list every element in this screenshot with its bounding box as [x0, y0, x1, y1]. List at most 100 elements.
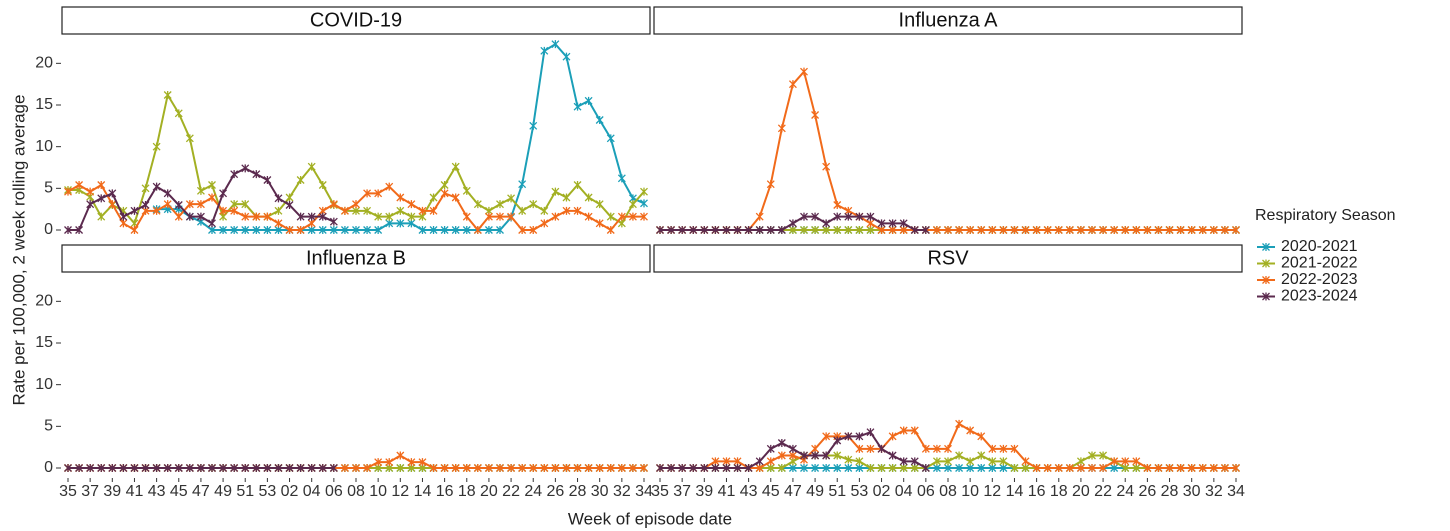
point-marker [540, 219, 549, 228]
point-marker [473, 200, 482, 209]
point-marker [451, 193, 460, 202]
point-marker [130, 464, 139, 472]
point-marker [755, 212, 764, 221]
x-tick-label: 22 [502, 483, 520, 500]
point-marker [263, 226, 272, 234]
point-marker [429, 464, 438, 472]
point-marker [640, 212, 648, 221]
point-marker [1099, 451, 1108, 460]
point-marker [595, 116, 604, 124]
y-tick-label: 5 [44, 418, 53, 435]
x-tick-label: 18 [458, 483, 476, 500]
legend-marker [1262, 276, 1270, 284]
point-marker [363, 206, 372, 215]
point-marker [451, 464, 460, 472]
point-marker [722, 457, 731, 466]
point-marker [899, 457, 908, 466]
point-marker [274, 206, 283, 215]
point-marker [811, 226, 820, 234]
point-marker [678, 226, 687, 234]
point-marker [640, 187, 648, 196]
point-marker [1220, 226, 1229, 234]
point-marker [1010, 444, 1019, 453]
point-marker [429, 193, 438, 202]
point-marker [966, 226, 975, 234]
legend-label: 2022-2023 [1281, 271, 1358, 288]
point-marker [1032, 226, 1041, 234]
point-marker [374, 212, 383, 221]
point-marker [844, 226, 853, 234]
point-marker [844, 432, 853, 441]
x-tick-label: 28 [1161, 483, 1179, 500]
point-marker [329, 217, 338, 226]
point-marker [1132, 226, 1141, 234]
x-tick-label: 14 [1006, 483, 1024, 500]
point-marker [562, 464, 571, 472]
point-marker [788, 80, 797, 89]
point-marker [551, 187, 560, 196]
point-marker [955, 464, 964, 472]
point-marker [606, 464, 615, 472]
x-tick-label: 02 [281, 483, 299, 500]
point-marker [606, 212, 615, 221]
x-tick-label: 32 [613, 483, 631, 500]
point-marker [119, 464, 128, 472]
point-marker [274, 219, 283, 228]
legend-title: Respiratory Season [1255, 207, 1396, 224]
point-marker [185, 464, 194, 472]
point-marker [451, 162, 460, 171]
point-marker [744, 226, 753, 234]
point-marker [866, 464, 875, 472]
point-marker [932, 444, 941, 453]
point-marker [451, 226, 460, 234]
x-tick-label: 16 [436, 483, 454, 500]
point-marker [108, 464, 117, 472]
point-marker [733, 457, 742, 466]
point-marker [141, 201, 150, 209]
legend-label: 2020-2021 [1281, 238, 1358, 255]
point-marker [1132, 457, 1141, 466]
point-marker [518, 180, 527, 189]
point-marker [833, 226, 842, 234]
point-marker [119, 212, 128, 221]
x-tick-label: 30 [591, 483, 609, 500]
point-marker [1176, 226, 1185, 234]
point-marker [977, 451, 986, 460]
point-marker [219, 226, 228, 234]
point-marker [1209, 464, 1218, 472]
legend-marker [1262, 292, 1270, 301]
point-marker [551, 212, 560, 221]
point-marker [174, 464, 183, 472]
x-tick-label: 41 [718, 483, 736, 500]
point-marker [296, 464, 305, 472]
point-marker [833, 212, 842, 221]
point-marker [755, 457, 764, 466]
x-tick-label: 10 [961, 483, 979, 500]
point-marker [1165, 464, 1174, 472]
point-marker [529, 226, 538, 234]
x-tick-label: 47 [192, 483, 210, 500]
point-marker [844, 464, 853, 472]
point-marker [584, 96, 593, 105]
point-marker [318, 226, 327, 234]
x-tick-label: 39 [103, 483, 121, 500]
x-tick-label: 53 [258, 483, 276, 500]
x-tick-label: 51 [236, 483, 254, 500]
point-marker [711, 457, 720, 466]
x-tick-label: 10 [369, 483, 387, 500]
point-marker [407, 458, 416, 467]
point-marker [932, 457, 941, 466]
point-marker [363, 226, 372, 234]
point-marker [263, 464, 272, 472]
point-marker [811, 464, 820, 472]
point-marker [855, 444, 864, 453]
point-marker [241, 200, 250, 209]
point-marker [755, 226, 764, 234]
point-marker [595, 200, 604, 209]
point-marker [877, 444, 886, 453]
point-marker [1143, 464, 1152, 472]
point-marker [955, 419, 964, 428]
legend-label: 2021-2022 [1281, 255, 1358, 272]
point-marker [811, 444, 820, 453]
y-tick-label: 20 [35, 293, 53, 310]
